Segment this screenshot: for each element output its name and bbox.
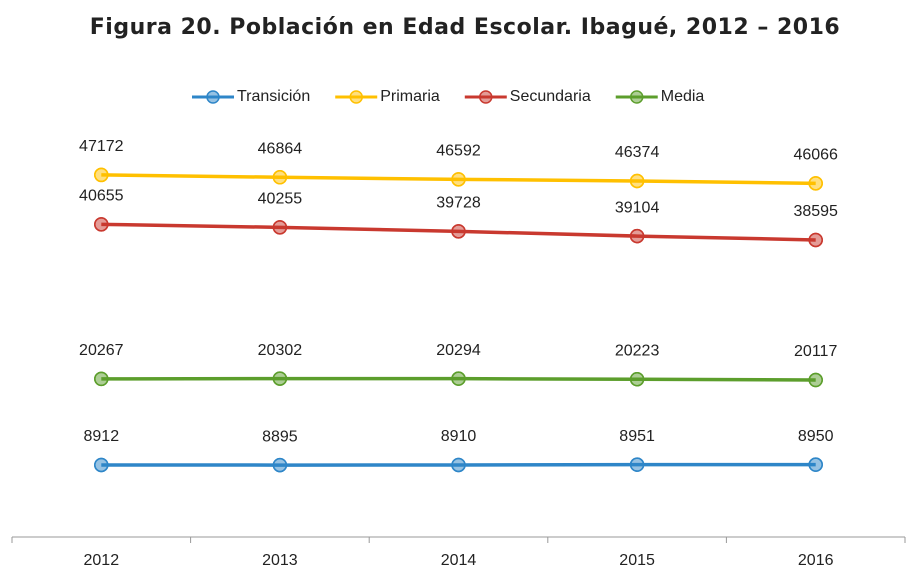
legend-marker	[479, 90, 493, 104]
point-ring	[451, 457, 466, 473]
x-tick-label: 2012	[84, 552, 120, 569]
data-label: 20117	[794, 343, 837, 360]
point-ring	[451, 172, 466, 187]
data-label: 8912	[84, 428, 120, 445]
point-ring	[451, 371, 466, 386]
data-label: 20302	[258, 342, 303, 359]
chart-title: Figura 20. Población en Edad Escolar. Ib…	[90, 15, 840, 40]
legend-marker	[349, 90, 363, 104]
point-ring	[808, 457, 823, 472]
data-label: 46864	[258, 140, 303, 157]
point-ring	[94, 457, 109, 473]
legend-label: Transición	[237, 88, 310, 105]
x-tick-label: 2014	[441, 552, 477, 569]
point-ring	[808, 176, 823, 191]
x-tick-label: 2016	[798, 552, 834, 569]
data-label: 39728	[436, 195, 481, 212]
point-ring	[629, 228, 645, 244]
data-label: 38595	[793, 203, 838, 220]
data-label: 40655	[79, 188, 124, 205]
data-label: 40255	[258, 191, 303, 208]
point-ring	[808, 232, 823, 248]
data-label: 46592	[436, 143, 481, 160]
data-label: 46066	[793, 147, 838, 164]
data-label: 8951	[619, 428, 655, 445]
data-label: 8895	[262, 428, 298, 445]
data-label: 20294	[436, 342, 481, 359]
legend-marker	[206, 90, 220, 104]
point-ring	[629, 371, 645, 387]
point-ring	[272, 220, 288, 235]
data-label: 20223	[615, 342, 660, 359]
data-label: 46374	[615, 144, 660, 161]
data-label: 47172	[79, 138, 124, 155]
point-ring	[451, 224, 466, 239]
data-label: 8950	[798, 428, 834, 445]
legend-label: Secundaria	[510, 88, 591, 105]
point-ring	[94, 167, 109, 183]
point-ring	[629, 457, 645, 472]
legend-marker	[629, 90, 644, 104]
data-label: 39104	[615, 199, 660, 216]
data-label: 8910	[441, 428, 477, 445]
point-ring	[272, 457, 288, 473]
legend-label: Primaria	[380, 88, 440, 105]
point-ring	[94, 371, 109, 387]
point-ring	[808, 372, 823, 388]
point-ring	[272, 371, 288, 386]
x-tick-label: 2013	[262, 552, 298, 569]
x-tick-label: 2015	[619, 552, 655, 569]
point-ring	[272, 170, 288, 185]
legend-label: Media	[661, 88, 705, 105]
point-ring	[629, 173, 645, 189]
data-label: 20267	[79, 342, 124, 359]
point-ring	[94, 217, 109, 232]
